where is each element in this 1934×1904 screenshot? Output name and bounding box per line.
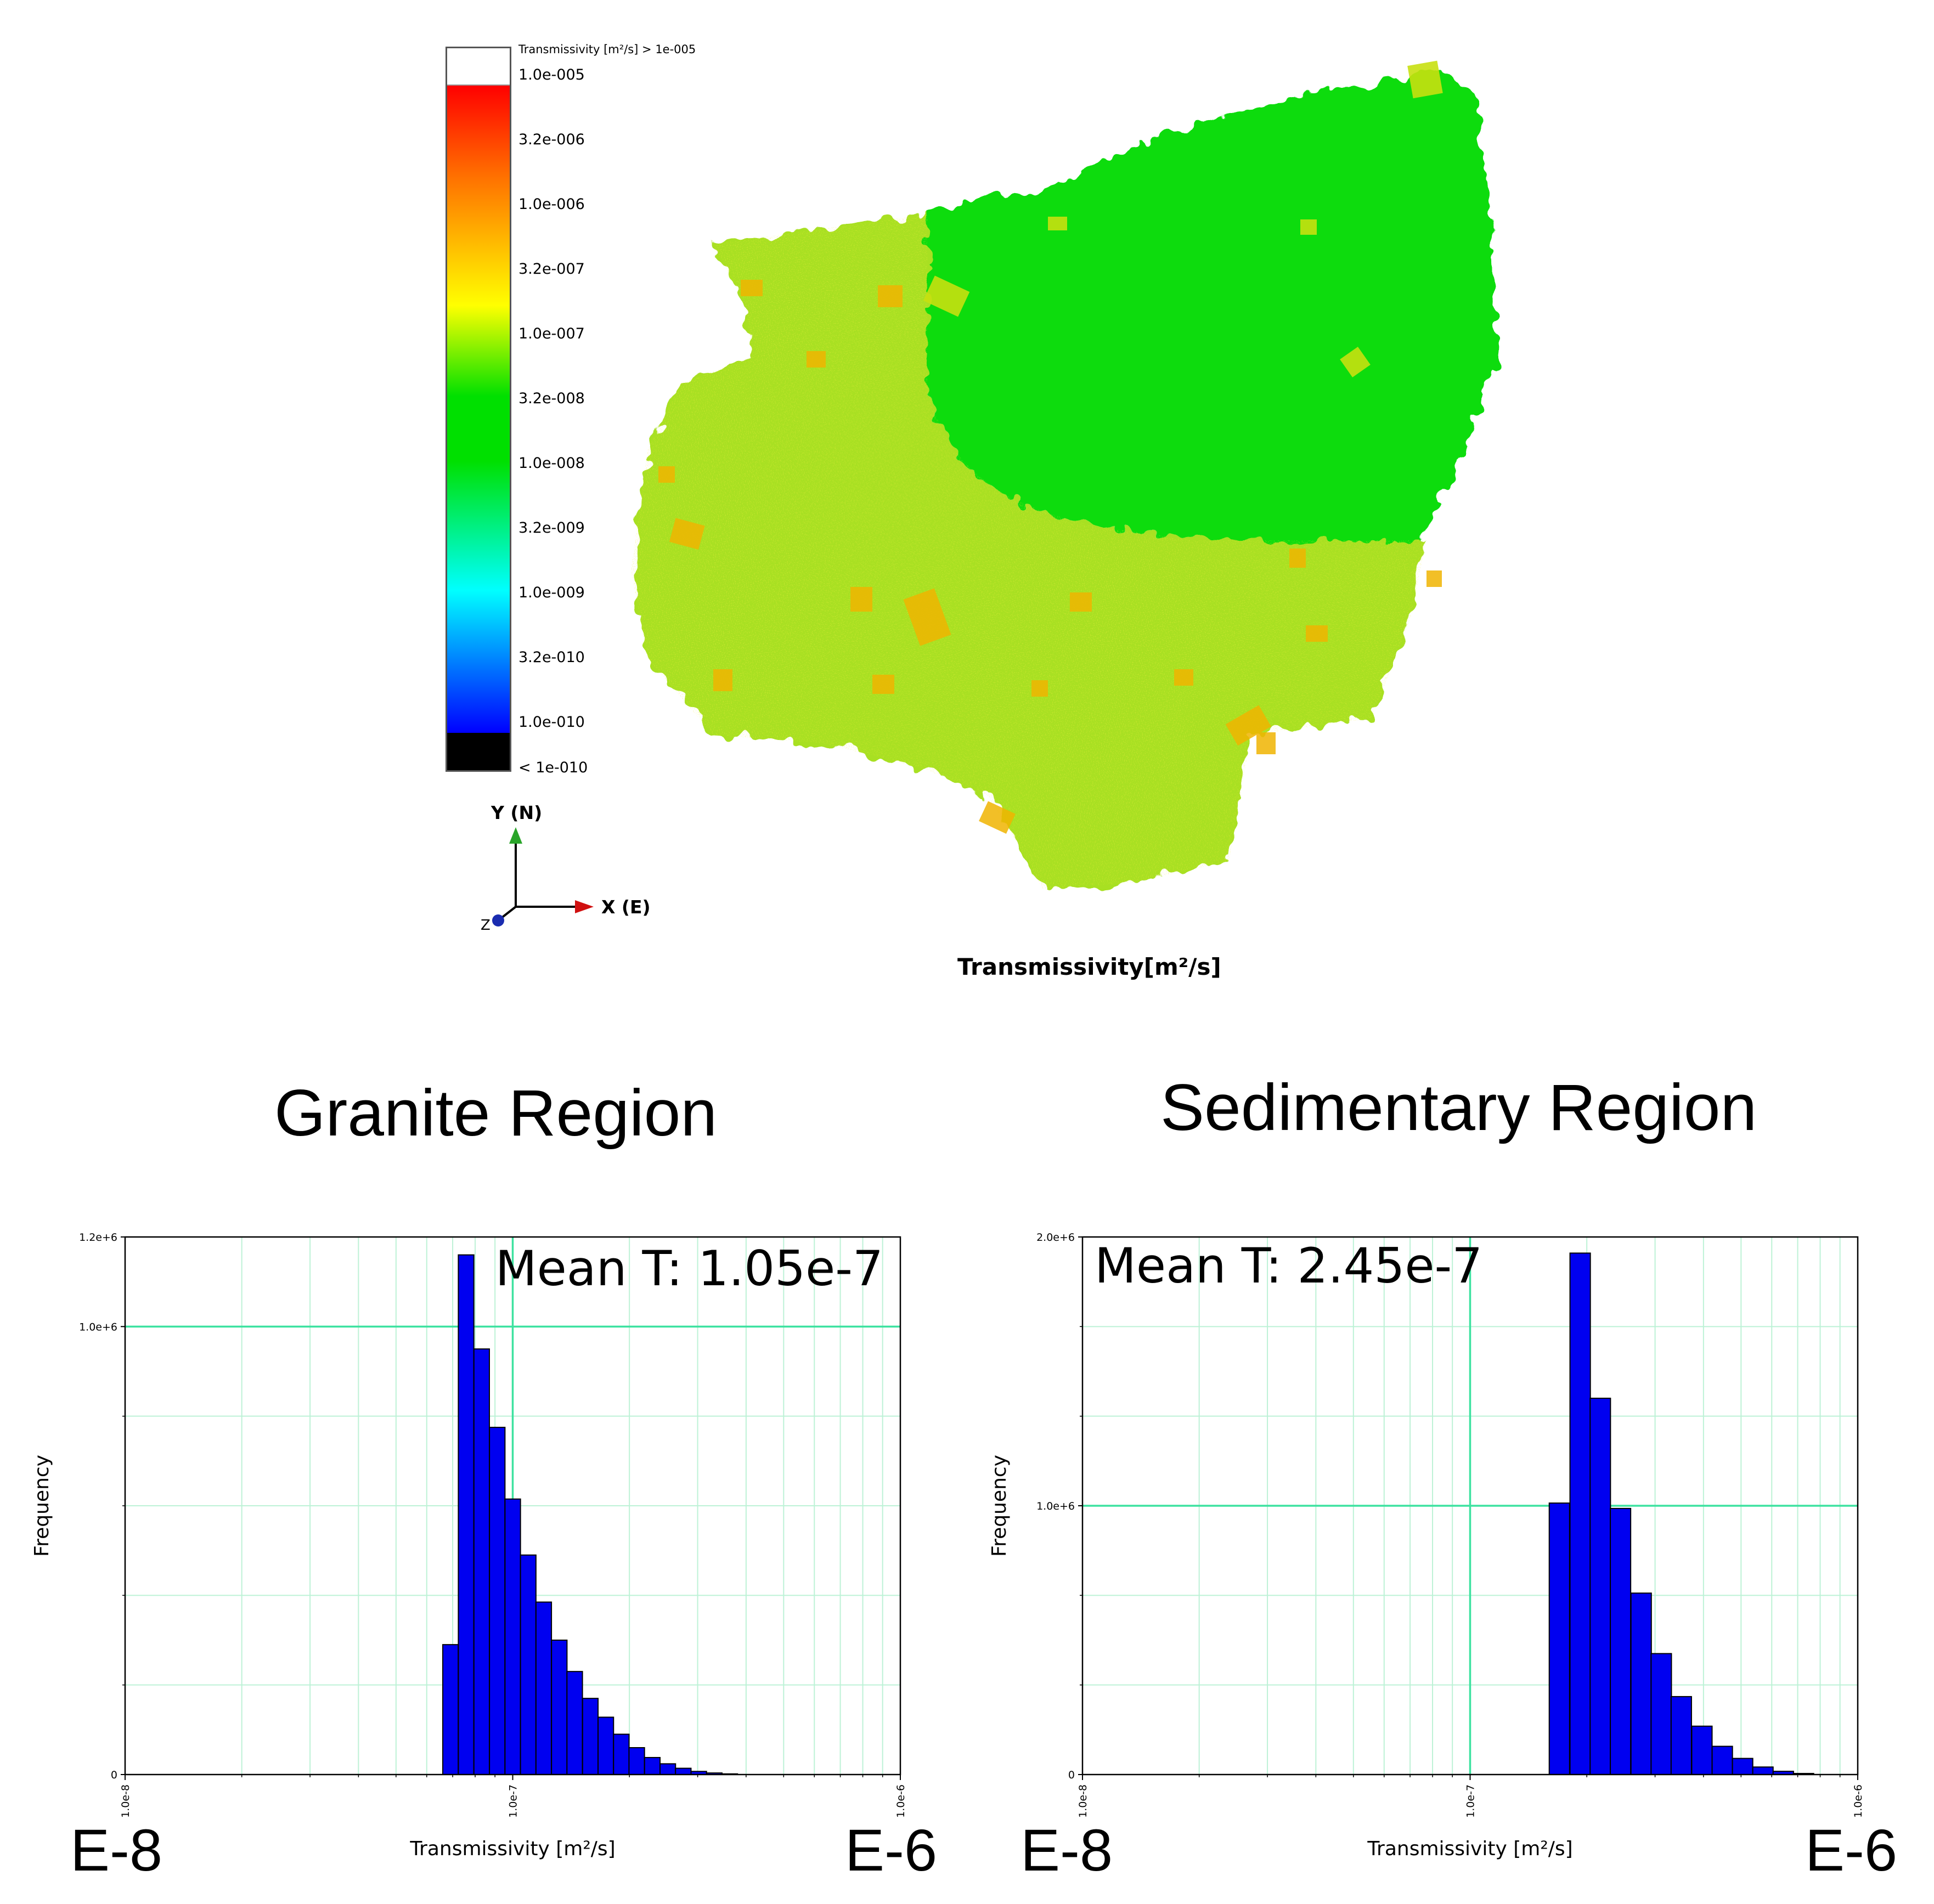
histogram-bar: [1548, 1502, 1570, 1775]
histogram-bar: [1569, 1252, 1591, 1775]
granite-label-left: E-8: [70, 1817, 163, 1883]
x-tick-label: 1.0e-8: [1077, 1784, 1089, 1818]
colorbar-gradient: [447, 86, 510, 733]
colorbar-over-label: Transmissivity [m²/s] > 1e-005: [518, 43, 696, 56]
histogram-bar: [1670, 1696, 1692, 1776]
histogram-bar: [628, 1747, 645, 1775]
colorbar-tick-label: 1.0e-010: [518, 714, 585, 731]
mean-annotation: Mean T: 1.05e-7: [495, 1240, 883, 1297]
colorbar-tick-label: 1.0e-008: [518, 455, 585, 472]
x-tick-label: 1.0e-7: [508, 1784, 520, 1818]
colorbar-over-swatch: [447, 48, 510, 86]
colorbar-tick-label: 3.2e-009: [518, 519, 585, 536]
z-axis-label: Z: [481, 917, 490, 934]
histogram-bar: [644, 1756, 661, 1776]
histogram-bar: [442, 1644, 459, 1776]
histogram-bar: [582, 1698, 599, 1776]
y-tick-label: 1.2e+6: [79, 1231, 117, 1244]
x-axis-label: Transmissivity [m²/s]: [1367, 1838, 1572, 1860]
histogram-bar: [504, 1498, 521, 1775]
histogram-bar: [597, 1716, 614, 1776]
colorbar-tick-label: 3.2e-008: [518, 390, 585, 407]
histogram-bar: [675, 1767, 692, 1775]
map-title: Transmissivity[m²/s]: [957, 953, 1221, 980]
histogram-bar: [1589, 1398, 1611, 1775]
granite-patches: [923, 60, 1443, 377]
x-tick-label: 1.0e-8: [120, 1784, 132, 1818]
colorbar-tick-label: 3.2e-007: [518, 261, 585, 278]
histogram-bar: [1711, 1745, 1733, 1775]
transmissivity-map-panel: Transmissivity [m²/s] > 1e-005 1.0e-005 3…: [446, 43, 1498, 980]
colorbar-tick-label: 1.0e-009: [518, 584, 585, 601]
histogram-bar: [489, 1427, 506, 1776]
sedimentary-histogram: 0 1.0e+6 2.0e+6 1.0e-8 1.0e-7 1.0e-6 Transmiss…: [988, 1231, 1864, 1860]
x-axis-label: X (E): [601, 896, 651, 918]
sedimentary-region-title: Sedimentary Region: [1160, 1071, 1757, 1144]
y-tick-label: 0: [1068, 1769, 1075, 1781]
z-axis-marker: [492, 914, 504, 926]
x-tick-label: 1.0e-6: [1852, 1784, 1864, 1818]
x-tick-label: 1.0e-6: [895, 1784, 907, 1818]
y-axis-arrow: [509, 827, 522, 844]
colorbar-tick-label: 1.0e-005: [518, 66, 585, 83]
histogram-bar: [659, 1763, 676, 1776]
colorbar-tick-label: 1.0e-006: [518, 196, 585, 213]
y-tick-label: 1.0e+6: [1036, 1500, 1075, 1512]
histogram-bar: [520, 1554, 537, 1775]
histogram-bar: [1650, 1653, 1672, 1775]
histogram-bar: [613, 1733, 630, 1775]
granite-region: [927, 71, 1498, 540]
x-axis-arrow: [575, 900, 594, 913]
y-tick-label: 2.0e+6: [1036, 1231, 1075, 1244]
x-axis-label: Transmissivity [m²/s]: [409, 1838, 615, 1860]
sedimentary-label-right: E-6: [1805, 1817, 1898, 1883]
colorbar-under-label: < 1e-010: [518, 759, 588, 776]
granite-histogram: 0 1.0e+6 1.2e+6 1.0e-8 1.0e-7 1.0e-6 Transmiss…: [31, 1231, 907, 1860]
fracture-patches: [658, 280, 1442, 834]
colorbar: [446, 47, 511, 772]
histogram-bar: [1610, 1507, 1632, 1776]
histogram-bar: [535, 1601, 552, 1775]
mean-annotation: Mean T: 2.45e-7: [1095, 1238, 1482, 1294]
x-tick-label: 1.0e-7: [1465, 1784, 1477, 1818]
colorbar-under-swatch: [447, 733, 510, 770]
histogram-bar: [473, 1348, 490, 1775]
granite-label-right: E-6: [845, 1817, 938, 1883]
y-tick-label: 1.0e+6: [79, 1321, 117, 1333]
sedimentary-label-left: E-8: [1020, 1817, 1113, 1883]
y-axis-label: Frequency: [988, 1455, 1011, 1557]
histogram-bar: [1732, 1758, 1753, 1775]
histogram-bar: [1691, 1725, 1713, 1775]
y-axis-label: Y (N): [491, 802, 543, 823]
fracture-network-map: [631, 60, 1498, 889]
colorbar-tick-label: 3.2e-010: [518, 649, 585, 666]
histogram-bar: [1752, 1766, 1774, 1776]
granite-region-title: Granite Region: [274, 1076, 718, 1150]
axis-triad: [492, 827, 594, 926]
histogram-bar: [566, 1671, 583, 1776]
y-tick-label: 0: [111, 1769, 117, 1781]
colorbar-tick-label: 3.2e-006: [518, 131, 585, 148]
histogram-bar: [1630, 1592, 1652, 1775]
histogram-bar: [551, 1640, 568, 1775]
histogram-bar: [458, 1254, 475, 1775]
y-axis-label: Frequency: [31, 1455, 53, 1557]
colorbar-tick-label: 1.0e-007: [518, 325, 585, 342]
